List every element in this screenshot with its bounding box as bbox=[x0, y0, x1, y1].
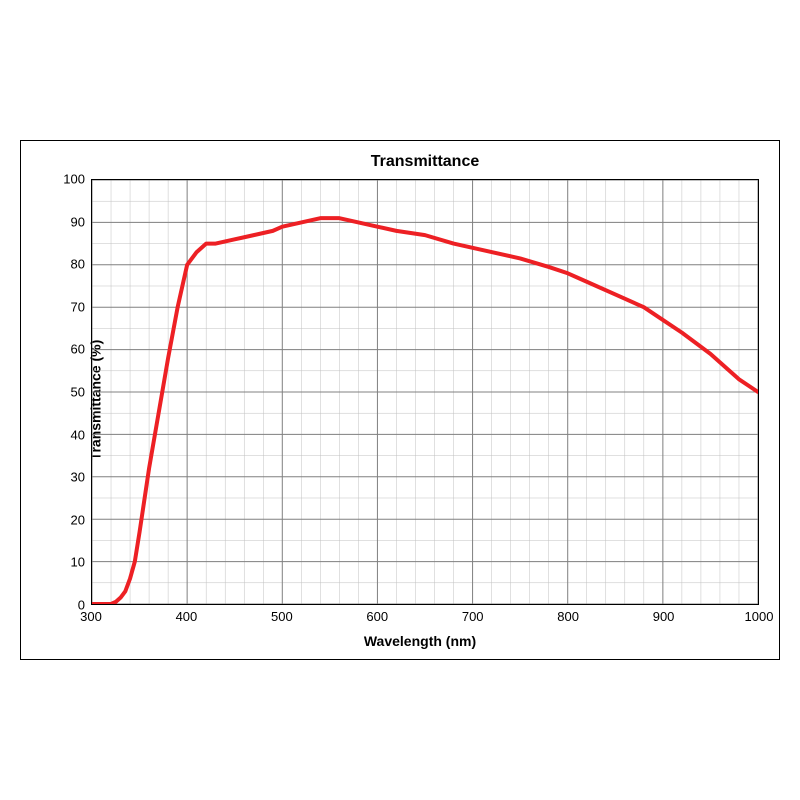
y-tick-label: 60 bbox=[71, 342, 91, 357]
x-tick-label: 700 bbox=[462, 605, 484, 624]
x-tick-label: 600 bbox=[366, 605, 388, 624]
y-tick-label: 30 bbox=[71, 470, 91, 485]
x-tick-label: 400 bbox=[176, 605, 198, 624]
plot-area: 0102030405060708090100 30040050060070080… bbox=[91, 179, 759, 605]
x-tick-label: 500 bbox=[271, 605, 293, 624]
x-axis-label: Wavelength (nm) bbox=[364, 633, 476, 649]
plot-svg bbox=[91, 179, 759, 605]
y-tick-label: 90 bbox=[71, 214, 91, 229]
x-tick-label: 1000 bbox=[745, 605, 774, 624]
x-tick-label: 900 bbox=[653, 605, 675, 624]
y-tick-label: 20 bbox=[71, 512, 91, 527]
y-tick-label: 40 bbox=[71, 427, 91, 442]
y-tick-label: 100 bbox=[63, 172, 91, 187]
y-tick-label: 80 bbox=[71, 257, 91, 272]
y-tick-label: 70 bbox=[71, 299, 91, 314]
y-tick-label: 50 bbox=[71, 385, 91, 400]
chart-frame: Transmittance Transmittance (%) Waveleng… bbox=[20, 140, 780, 660]
y-tick-label: 10 bbox=[71, 555, 91, 570]
x-tick-label: 800 bbox=[557, 605, 579, 624]
chart-title: Transmittance bbox=[91, 153, 759, 171]
x-tick-label: 300 bbox=[80, 605, 102, 624]
